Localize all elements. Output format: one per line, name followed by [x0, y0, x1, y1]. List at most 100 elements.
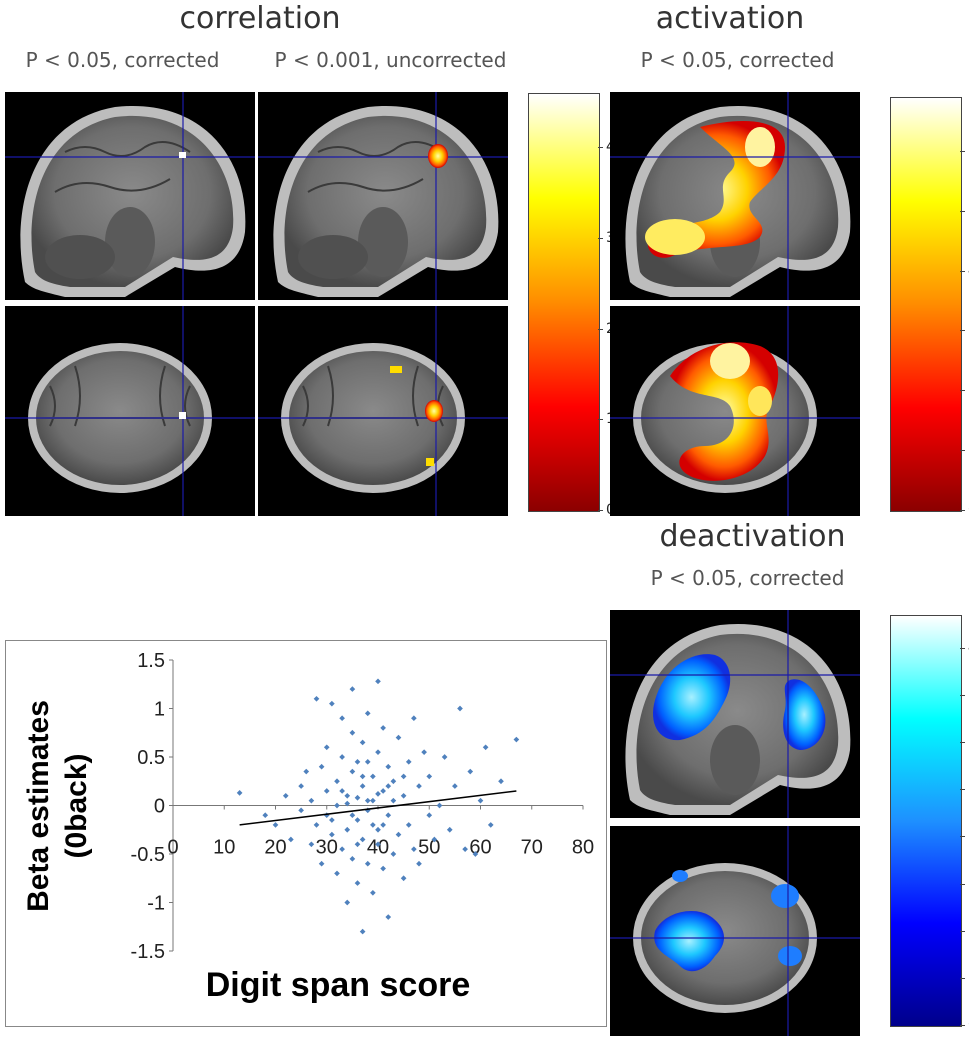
colorbar-tick-mark [960, 450, 965, 452]
data-point [446, 826, 453, 833]
x-tick-label: 60 [469, 837, 491, 859]
data-point [272, 822, 279, 828]
data-point [370, 797, 376, 804]
data-point [385, 763, 392, 770]
colorbar-tick-mark [960, 150, 965, 152]
data-point [380, 788, 386, 794]
data-point [364, 860, 371, 867]
data-point [298, 783, 304, 789]
y-tick-label: -1.5 [131, 941, 165, 963]
colorbar-tick-mark [960, 883, 965, 885]
data-point [405, 759, 412, 765]
colorbar-tick-mark [960, 510, 965, 511]
deactivation-axial [610, 826, 860, 1036]
data-point [370, 889, 376, 896]
data-point [359, 928, 366, 935]
colorbar-tick-mark [960, 789, 965, 791]
data-point [359, 773, 366, 780]
data-point [498, 778, 504, 785]
data-point [364, 759, 371, 765]
data-point [282, 792, 289, 799]
data-point [349, 856, 356, 862]
correlation-sagittal-corrected [5, 92, 255, 300]
data-point [334, 802, 340, 809]
data-point [364, 710, 371, 717]
data-point [462, 846, 468, 852]
data-point [375, 826, 381, 833]
data-point [318, 860, 325, 867]
data-point [236, 790, 243, 796]
data-point [380, 725, 386, 731]
correlation-sagittal-uncorrected [258, 92, 508, 300]
activation-threshold: P < 0.05, corrected [640, 48, 835, 72]
data-point [329, 700, 335, 707]
data-point [416, 783, 422, 789]
data-point [487, 822, 494, 828]
y-tick-label: -1 [147, 893, 165, 915]
data-point [329, 831, 335, 838]
deactivation-colorbar [890, 615, 962, 1027]
data-point [262, 812, 269, 819]
colorbar-tick-mark [598, 147, 603, 149]
data-point [390, 851, 397, 857]
data-point [318, 763, 325, 770]
data-point [385, 812, 392, 819]
colorbar-tick-mark [960, 1025, 965, 1026]
colorbar-tick-mark [960, 647, 965, 649]
data-point [400, 773, 407, 780]
y-tick-label: 1 [154, 699, 165, 721]
data-point [349, 768, 356, 775]
data-point [416, 860, 422, 867]
data-point [405, 822, 412, 828]
activation-title: activation [655, 1, 805, 36]
data-point [339, 715, 345, 722]
data-point [390, 778, 397, 785]
colorbar-tick-mark [598, 238, 603, 240]
data-point [344, 800, 351, 807]
y-tick-label: -0.5 [131, 844, 165, 866]
data-point [375, 678, 381, 685]
data-point [385, 783, 392, 789]
data-point [349, 812, 356, 819]
data-point [467, 768, 474, 775]
y-tick-label: 0 [154, 796, 165, 818]
data-point [364, 797, 371, 804]
data-point [354, 817, 361, 823]
data-point [370, 822, 376, 828]
colorbar-tick-mark [960, 390, 965, 392]
data-point [380, 822, 386, 828]
deactivation-threshold: P < 0.05, corrected [650, 566, 845, 590]
scatter-chart: 1.5 1 0.5 0 -0.5 -1 -1.5 0 10 20 30 40 50 60 70 80 Digit… [5, 640, 607, 1027]
data-point [344, 826, 351, 833]
data-point [370, 773, 376, 780]
data-point [303, 768, 310, 775]
data-point [395, 734, 402, 741]
x-tick-label: 50 [418, 837, 440, 859]
x-axis-label: Digit span score [206, 966, 471, 1004]
correlation-threshold-corrected: P < 0.05, corrected [25, 48, 220, 72]
data-point [313, 822, 320, 828]
data-point [339, 846, 345, 852]
data-point [400, 792, 407, 799]
data-point [375, 791, 381, 797]
data-point [411, 715, 417, 722]
correlation-title: correlation [179, 1, 341, 36]
y-axis-label: Beta estimates (0back) [22, 700, 93, 912]
data-point [385, 914, 392, 920]
colorbar-tick-mark [598, 328, 603, 330]
data-point [349, 686, 356, 692]
x-tick-label: 30 [316, 837, 338, 859]
data-point [354, 794, 361, 801]
data-point [452, 783, 458, 789]
data-point [339, 788, 345, 794]
colorbar-tick-mark [960, 977, 965, 979]
deactivation-title: deactivation [659, 519, 846, 554]
data-point [359, 783, 366, 789]
data-point [421, 749, 427, 755]
data-point [354, 759, 361, 765]
x-tick-label: 40 [367, 837, 389, 859]
data-point [349, 729, 356, 736]
colorbar-tick-mark [960, 836, 965, 838]
activation-colorbar [890, 97, 962, 512]
data-point [400, 875, 407, 882]
